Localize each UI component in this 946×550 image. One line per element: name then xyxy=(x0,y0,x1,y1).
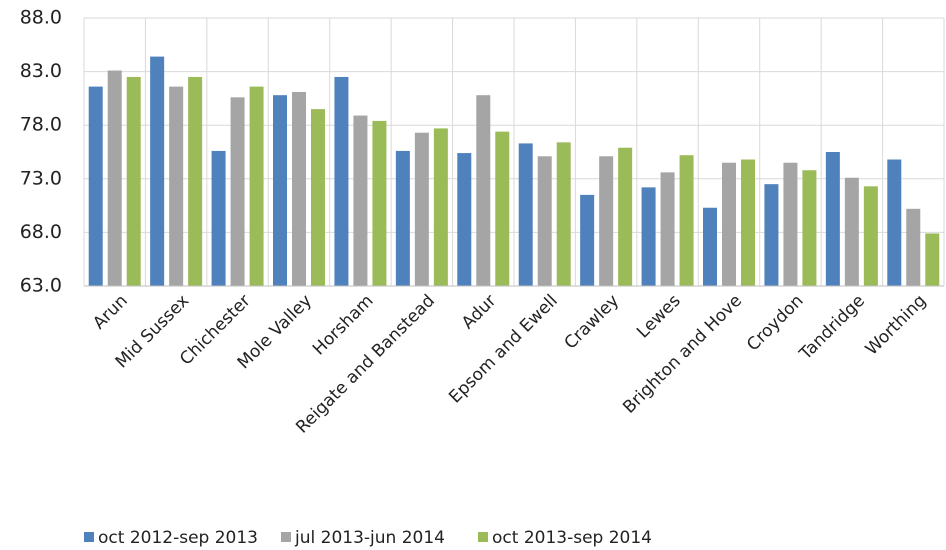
bar xyxy=(618,147,633,286)
bar xyxy=(887,159,902,286)
y-tick-label: 68.0 xyxy=(20,221,62,243)
legend-swatch xyxy=(281,532,291,542)
legend-swatch xyxy=(84,532,94,542)
bar xyxy=(292,91,306,286)
bar xyxy=(334,76,349,287)
y-tick-label: 73.0 xyxy=(20,167,62,189)
bar xyxy=(556,142,571,286)
x-tick-label: Brighton and Hove xyxy=(619,291,746,418)
legend-label: oct 2012-sep 2013 xyxy=(98,528,258,548)
x-tick-label: Lewes xyxy=(633,291,685,343)
bar xyxy=(126,76,141,287)
bar xyxy=(703,207,717,286)
bar xyxy=(353,115,368,286)
bar xyxy=(311,109,325,287)
y-tick-label: 88.0 xyxy=(20,7,62,29)
bar xyxy=(844,177,859,286)
bar xyxy=(372,120,387,286)
bar xyxy=(825,152,840,286)
bar xyxy=(863,186,878,286)
bar xyxy=(249,86,264,286)
bar xyxy=(188,76,203,287)
bar xyxy=(230,97,245,286)
bar xyxy=(150,56,165,287)
x-tick-label: Tandridge xyxy=(795,291,869,365)
x-tick-label: Crawley xyxy=(561,291,624,354)
bar xyxy=(906,208,921,286)
bar xyxy=(88,86,103,286)
bar xyxy=(518,143,533,286)
bar xyxy=(273,95,287,287)
bar xyxy=(476,95,491,287)
bar xyxy=(395,150,410,286)
bar xyxy=(679,155,694,286)
x-tick-label: Adur xyxy=(458,291,500,333)
x-tick-label: Arun xyxy=(89,291,132,334)
bar xyxy=(764,184,779,286)
bar xyxy=(414,132,429,286)
bar xyxy=(433,128,448,286)
bar xyxy=(457,153,472,286)
bar xyxy=(722,162,736,286)
bar xyxy=(211,150,226,286)
bar xyxy=(107,70,122,286)
bar xyxy=(660,172,675,286)
y-tick-label: 63.0 xyxy=(20,275,62,297)
bar xyxy=(599,156,614,286)
bar xyxy=(580,194,595,286)
bar xyxy=(925,233,940,286)
bar xyxy=(783,162,798,286)
bar xyxy=(169,86,184,286)
x-tick-label: Epsom and Ewell xyxy=(445,291,561,407)
y-tick-label: 78.0 xyxy=(20,114,62,136)
bar xyxy=(495,131,510,286)
x-tick-label: Worthing xyxy=(862,291,931,360)
bar xyxy=(641,187,656,286)
legend-label: jul 2013-jun 2014 xyxy=(294,528,445,548)
bar xyxy=(802,170,817,286)
legend-label: oct 2013-sep 2014 xyxy=(492,528,652,548)
y-tick-label: 83.0 xyxy=(20,60,62,82)
x-tick-label: Croydon xyxy=(743,291,807,355)
legend-swatch xyxy=(478,532,488,542)
bar xyxy=(537,156,552,286)
bar xyxy=(741,159,755,286)
